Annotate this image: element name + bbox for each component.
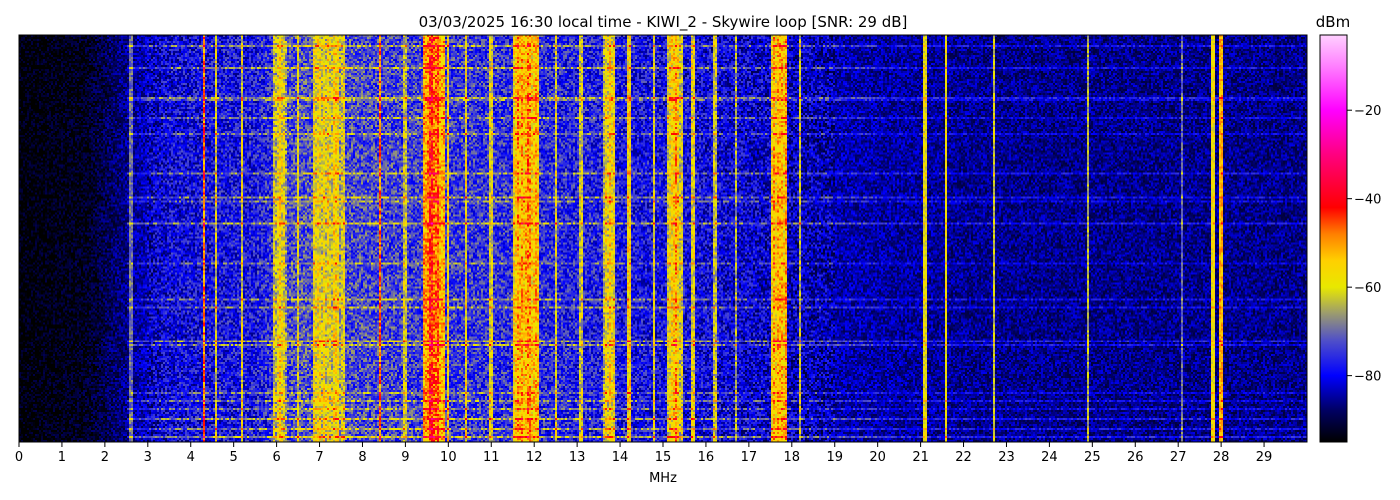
x-tick-label: 12 [526, 450, 543, 465]
x-tick-label: 9 [401, 450, 409, 465]
x-tick-label: 3 [144, 450, 152, 465]
x-tick-label: 2 [101, 450, 109, 465]
x-tick-label: 15 [655, 450, 672, 465]
x-tick-label: 27 [1170, 450, 1187, 465]
x-tick-label: 17 [741, 450, 758, 465]
x-tick-label: 25 [1084, 450, 1101, 465]
colorbar: dBm −20 −40 −60 −80 [1316, 13, 1381, 443]
x-tick-label: 0 [15, 450, 23, 465]
x-tick-label: 10 [440, 450, 457, 465]
x-tick-label: 23 [998, 450, 1015, 465]
x-axis-label: MHz [649, 471, 677, 486]
x-tick-label: 8 [358, 450, 366, 465]
x-tick-label: 18 [784, 450, 801, 465]
x-axis: 0 1 2 3 4 5 6 7 8 9 10 11 12 13 14 15 16 17 18 19 20 21 22 23 24… [15, 442, 1272, 465]
x-tick-label: 1 [58, 450, 66, 465]
x-tick-label: 7 [315, 450, 323, 465]
heatmap-area [19, 35, 1307, 442]
x-tick-label: 28 [1213, 450, 1230, 465]
x-tick-label: 4 [187, 450, 195, 465]
x-tick-label: 22 [955, 450, 972, 465]
x-tick-label: 13 [569, 450, 586, 465]
x-tick-label: 29 [1256, 450, 1273, 465]
x-tick-label: 21 [912, 450, 929, 465]
x-tick-label: 24 [1041, 450, 1058, 465]
x-tick-label: 26 [1127, 450, 1144, 465]
colorbar-gradient [1319, 34, 1348, 443]
colorbar-tick-label: −20 [1354, 104, 1381, 119]
x-tick-label: 5 [230, 450, 238, 465]
colorbar-tick-label: −40 [1354, 193, 1381, 208]
colorbar-label: dBm [1316, 13, 1350, 31]
x-tick-label: 19 [826, 450, 843, 465]
colorbar-tick-label: −80 [1354, 370, 1381, 385]
x-tick-label: 16 [698, 450, 715, 465]
x-tick-label: 20 [869, 450, 886, 465]
heatmap-image [19, 35, 1307, 442]
colorbar-ticks: −20 −40 −60 −80 [1347, 104, 1381, 385]
x-tick-label: 11 [483, 450, 500, 465]
x-tick-label: 14 [612, 450, 629, 465]
colorbar-tick-label: −60 [1354, 281, 1381, 296]
chart-title: 03/03/2025 16:30 local time - KIWI_2 - S… [419, 13, 908, 32]
x-tick-label: 6 [272, 450, 280, 465]
